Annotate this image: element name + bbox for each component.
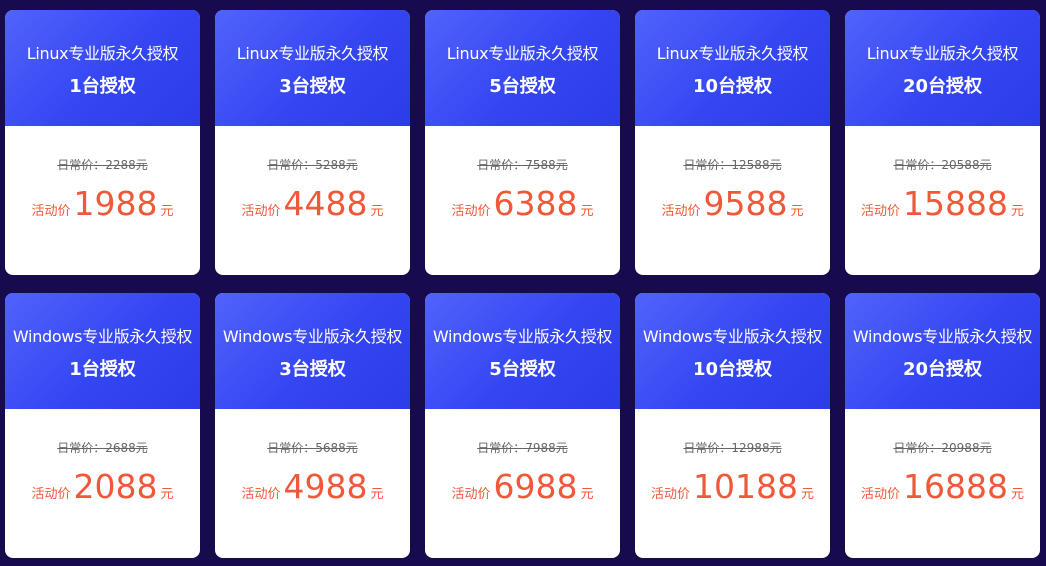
card-title: Windows专业版永久授权: [852, 327, 1033, 346]
card-title: Linux专业版永久授权: [236, 44, 389, 63]
active-price: 活动价1988 元: [5, 184, 200, 223]
card-seats: 20台授权: [902, 76, 983, 97]
price-card[interactable]: Windows专业版永久授权 5台授权日常价：7988元活动价6988 元: [425, 293, 620, 558]
card-header: Linux专业版永久授权 20台授权: [845, 10, 1040, 126]
active-unit: 元: [160, 487, 174, 502]
price-card[interactable]: Linux专业版永久授权 1台授权日常价：2288元活动价1988 元: [5, 10, 200, 275]
active-amount: 16888: [903, 467, 1008, 506]
active-unit: 元: [1010, 204, 1024, 219]
card-header: Windows专业版永久授权 5台授权: [425, 293, 620, 409]
active-label: 活动价: [860, 487, 900, 502]
card-seats: 5台授权: [489, 76, 556, 97]
active-amount: 6988: [493, 467, 578, 506]
regular-price: 日常价：20988元: [893, 441, 992, 455]
active-unit: 元: [790, 204, 804, 219]
card-seats: 20台授权: [902, 359, 983, 380]
active-amount: 10188: [693, 467, 798, 506]
card-header: Linux专业版永久授权 3台授权: [215, 10, 410, 126]
active-unit: 元: [370, 487, 384, 502]
regular-price: 日常价：2688元: [57, 441, 148, 455]
active-label: 活动价: [31, 204, 71, 219]
active-unit: 元: [800, 487, 814, 502]
card-title: Linux专业版永久授权: [26, 44, 179, 63]
active-price: 活动价6388 元: [425, 184, 620, 223]
regular-price: 日常价：12588元: [683, 158, 782, 172]
card-header: Linux专业版永久授权 1台授权: [5, 10, 200, 126]
active-price: 活动价15888 元: [845, 184, 1040, 223]
active-price: 活动价2088 元: [5, 467, 200, 506]
active-amount: 4488: [283, 184, 368, 223]
active-amount: 9588: [703, 184, 788, 223]
card-header: Windows专业版永久授权 10台授权: [635, 293, 830, 409]
card-title: Windows专业版永久授权: [432, 327, 613, 346]
regular-price: 日常价：2288元: [57, 158, 148, 172]
card-title: Windows专业版永久授权: [12, 327, 193, 346]
active-price: 活动价6988 元: [425, 467, 620, 506]
price-card[interactable]: Windows专业版永久授权 20台授权日常价：20988元活动价16888 元: [845, 293, 1040, 558]
active-label: 活动价: [661, 204, 701, 219]
active-label: 活动价: [31, 487, 71, 502]
active-unit: 元: [580, 204, 594, 219]
active-amount: 1988: [73, 184, 158, 223]
card-header: Windows专业版永久授权 3台授权: [215, 293, 410, 409]
card-seats: 10台授权: [692, 76, 773, 97]
active-label: 活动价: [451, 487, 491, 502]
card-seats: 1台授权: [69, 76, 136, 97]
active-amount: 15888: [903, 184, 1008, 223]
regular-price: 日常价：5288元: [267, 158, 358, 172]
price-card[interactable]: Windows专业版永久授权 10台授权日常价：12988元活动价10188 元: [635, 293, 830, 558]
price-card[interactable]: Linux专业版永久授权 5台授权日常价：7588元活动价6388 元: [425, 10, 620, 275]
regular-price: 日常价：20588元: [893, 158, 992, 172]
price-card[interactable]: Windows专业版永久授权 1台授权日常价：2688元活动价2088 元: [5, 293, 200, 558]
price-card[interactable]: Linux专业版永久授权 20台授权日常价：20588元活动价15888 元: [845, 10, 1040, 275]
regular-price: 日常价：7988元: [477, 441, 568, 455]
active-unit: 元: [1010, 487, 1024, 502]
card-header: Windows专业版永久授权 1台授权: [5, 293, 200, 409]
regular-price: 日常价：7588元: [477, 158, 568, 172]
active-amount: 2088: [73, 467, 158, 506]
card-title: Windows专业版永久授权: [642, 327, 823, 346]
active-label: 活动价: [451, 204, 491, 219]
active-amount: 6388: [493, 184, 578, 223]
card-title: Linux专业版永久授权: [866, 44, 1019, 63]
card-seats: 1台授权: [69, 359, 136, 380]
active-label: 活动价: [241, 487, 281, 502]
card-title: Linux专业版永久授权: [446, 44, 599, 63]
card-title: Linux专业版永久授权: [656, 44, 809, 63]
active-price: 活动价10188 元: [635, 467, 830, 506]
card-header: Windows专业版永久授权 20台授权: [845, 293, 1040, 409]
regular-price: 日常价：12988元: [683, 441, 782, 455]
active-price: 活动价4488 元: [215, 184, 410, 223]
active-price: 活动价4988 元: [215, 467, 410, 506]
active-label: 活动价: [650, 487, 690, 502]
active-amount: 4988: [283, 467, 368, 506]
card-header: Linux专业版永久授权 10台授权: [635, 10, 830, 126]
active-price: 活动价16888 元: [845, 467, 1040, 506]
active-unit: 元: [580, 487, 594, 502]
card-seats: 5台授权: [489, 359, 556, 380]
active-label: 活动价: [241, 204, 281, 219]
price-card[interactable]: Linux专业版永久授权 3台授权日常价：5288元活动价4488 元: [215, 10, 410, 275]
active-unit: 元: [160, 204, 174, 219]
card-seats: 10台授权: [692, 359, 773, 380]
active-price: 活动价9588 元: [635, 184, 830, 223]
active-unit: 元: [370, 204, 384, 219]
active-label: 活动价: [860, 204, 900, 219]
regular-price: 日常价：5688元: [267, 441, 358, 455]
card-seats: 3台授权: [279, 359, 346, 380]
card-title: Windows专业版永久授权: [222, 327, 403, 346]
price-card[interactable]: Linux专业版永久授权 10台授权日常价：12588元活动价9588 元: [635, 10, 830, 275]
card-seats: 3台授权: [279, 76, 346, 97]
price-card[interactable]: Windows专业版永久授权 3台授权日常价：5688元活动价4988 元: [215, 293, 410, 558]
card-header: Linux专业版永久授权 5台授权: [425, 10, 620, 126]
